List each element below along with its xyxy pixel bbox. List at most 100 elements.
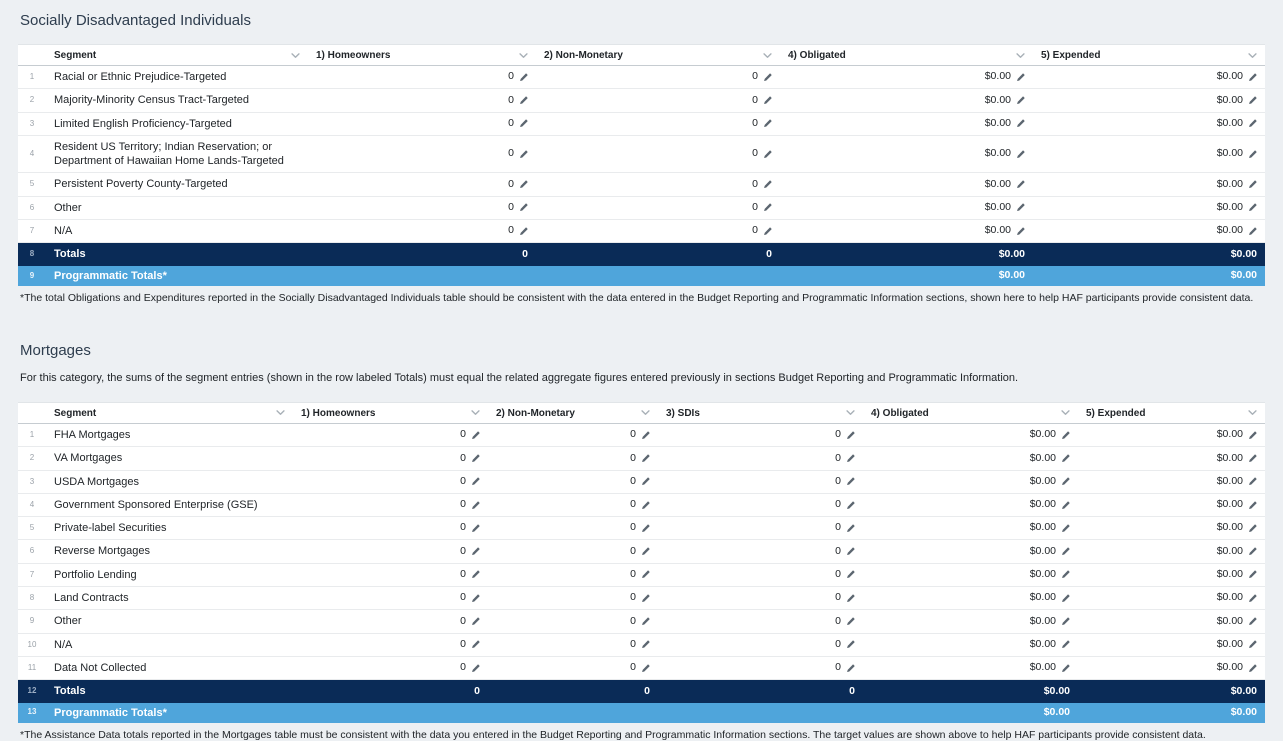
pencil-icon[interactable] xyxy=(519,96,528,105)
pencil-icon[interactable] xyxy=(846,664,855,673)
editable-value-cell: $0.00 xyxy=(863,540,1078,563)
pencil-icon[interactable] xyxy=(471,664,480,673)
pencil-icon[interactable] xyxy=(471,454,480,463)
pencil-icon[interactable] xyxy=(641,524,650,533)
pencil-icon[interactable] xyxy=(1248,524,1257,533)
pencil-icon[interactable] xyxy=(471,640,480,649)
pencil-icon[interactable] xyxy=(641,594,650,603)
pencil-icon[interactable] xyxy=(1248,664,1257,673)
pencil-icon[interactable] xyxy=(846,431,855,440)
pencil-icon[interactable] xyxy=(1016,203,1025,212)
pencil-icon[interactable] xyxy=(641,431,650,440)
chevron-down-icon[interactable] xyxy=(846,410,855,416)
pencil-icon[interactable] xyxy=(1016,119,1025,128)
chevron-down-icon[interactable] xyxy=(1016,53,1025,59)
pencil-icon[interactable] xyxy=(1061,524,1070,533)
pencil-icon[interactable] xyxy=(1248,96,1257,105)
pencil-icon[interactable] xyxy=(1061,617,1070,626)
pencil-icon[interactable] xyxy=(763,96,772,105)
pencil-icon[interactable] xyxy=(1248,617,1257,626)
chevron-down-icon[interactable] xyxy=(276,410,285,416)
pencil-icon[interactable] xyxy=(519,150,528,159)
pencil-icon[interactable] xyxy=(471,617,480,626)
pencil-icon[interactable] xyxy=(763,119,772,128)
pencil-icon[interactable] xyxy=(641,501,650,510)
pencil-icon[interactable] xyxy=(1248,594,1257,603)
pencil-icon[interactable] xyxy=(471,547,480,556)
chevron-down-icon[interactable] xyxy=(471,410,480,416)
pencil-icon[interactable] xyxy=(1248,150,1257,159)
pencil-icon[interactable] xyxy=(641,547,650,556)
chevron-down-icon[interactable] xyxy=(1061,410,1070,416)
pencil-icon[interactable] xyxy=(1248,227,1257,236)
pencil-icon[interactable] xyxy=(471,524,480,533)
pencil-icon[interactable] xyxy=(1248,477,1257,486)
pencil-icon[interactable] xyxy=(641,617,650,626)
pencil-icon[interactable] xyxy=(1061,664,1070,673)
pencil-icon[interactable] xyxy=(763,203,772,212)
pencil-icon[interactable] xyxy=(1248,180,1257,189)
pencil-icon[interactable] xyxy=(1061,547,1070,556)
pencil-icon[interactable] xyxy=(1061,454,1070,463)
pencil-icon[interactable] xyxy=(519,227,528,236)
editable-value-cell: $0.00 xyxy=(863,493,1078,516)
pencil-icon[interactable] xyxy=(1016,227,1025,236)
pencil-icon[interactable] xyxy=(1248,203,1257,212)
pencil-icon[interactable] xyxy=(471,477,480,486)
pencil-icon[interactable] xyxy=(1016,150,1025,159)
pencil-icon[interactable] xyxy=(1248,73,1257,82)
column-header-2-non-monetary: 2) Non-Monetary xyxy=(536,45,780,66)
pencil-icon[interactable] xyxy=(519,73,528,82)
pencil-icon[interactable] xyxy=(846,524,855,533)
pencil-icon[interactable] xyxy=(1248,547,1257,556)
chevron-down-icon[interactable] xyxy=(291,53,300,59)
pencil-icon[interactable] xyxy=(641,640,650,649)
pencil-icon[interactable] xyxy=(846,570,855,579)
pencil-icon[interactable] xyxy=(1061,501,1070,510)
pencil-icon[interactable] xyxy=(471,570,480,579)
pencil-icon[interactable] xyxy=(519,180,528,189)
pencil-icon[interactable] xyxy=(1061,477,1070,486)
chevron-down-icon[interactable] xyxy=(641,410,650,416)
column-header-4-obligated: 4) Obligated xyxy=(863,402,1078,423)
pencil-icon[interactable] xyxy=(641,664,650,673)
pencil-icon[interactable] xyxy=(1061,594,1070,603)
pencil-icon[interactable] xyxy=(1016,96,1025,105)
pencil-icon[interactable] xyxy=(641,570,650,579)
pencil-icon[interactable] xyxy=(471,431,480,440)
chevron-down-icon[interactable] xyxy=(763,53,772,59)
pencil-icon[interactable] xyxy=(519,203,528,212)
chevron-down-icon[interactable] xyxy=(519,53,528,59)
pencil-icon[interactable] xyxy=(846,501,855,510)
pencil-icon[interactable] xyxy=(1061,431,1070,440)
pencil-icon[interactable] xyxy=(519,119,528,128)
pencil-icon[interactable] xyxy=(641,454,650,463)
pencil-icon[interactable] xyxy=(846,640,855,649)
pencil-icon[interactable] xyxy=(1248,501,1257,510)
pencil-icon[interactable] xyxy=(641,477,650,486)
pencil-icon[interactable] xyxy=(846,617,855,626)
pencil-icon[interactable] xyxy=(763,227,772,236)
pencil-icon[interactable] xyxy=(846,454,855,463)
pencil-icon[interactable] xyxy=(1016,180,1025,189)
pencil-icon[interactable] xyxy=(1061,570,1070,579)
pencil-icon[interactable] xyxy=(1248,431,1257,440)
pencil-icon[interactable] xyxy=(1016,73,1025,82)
pencil-icon[interactable] xyxy=(763,73,772,82)
pencil-icon[interactable] xyxy=(1248,570,1257,579)
pencil-icon[interactable] xyxy=(1061,640,1070,649)
pencil-icon[interactable] xyxy=(763,180,772,189)
pencil-icon[interactable] xyxy=(1248,119,1257,128)
segment-cell: Private-label Securities xyxy=(46,517,293,540)
pencil-icon[interactable] xyxy=(1248,640,1257,649)
pencil-icon[interactable] xyxy=(471,594,480,603)
chevron-down-icon[interactable] xyxy=(1248,410,1257,416)
pencil-icon[interactable] xyxy=(471,501,480,510)
row-number: 4 xyxy=(18,493,46,516)
pencil-icon[interactable] xyxy=(846,594,855,603)
chevron-down-icon[interactable] xyxy=(1248,53,1257,59)
pencil-icon[interactable] xyxy=(1248,454,1257,463)
pencil-icon[interactable] xyxy=(846,477,855,486)
pencil-icon[interactable] xyxy=(763,150,772,159)
pencil-icon[interactable] xyxy=(846,547,855,556)
